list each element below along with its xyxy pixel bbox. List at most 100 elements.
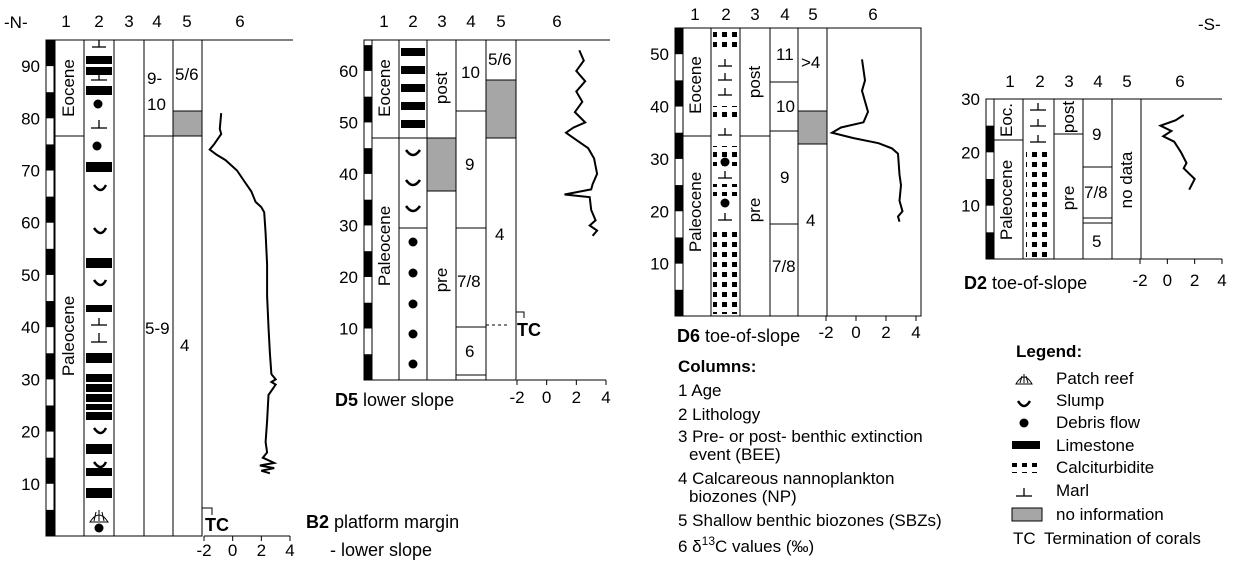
b2-d13c-axis: -2 0 2 4 <box>196 535 295 560</box>
south-label: -S- <box>1198 15 1221 34</box>
b2-scale-block <box>46 196 54 223</box>
d6-depth-tick-50: 50 <box>650 45 669 64</box>
d5-bee-pre: pre <box>432 268 451 293</box>
patch-reef-icon <box>1015 374 1033 385</box>
d5-np-7-8: 7/8 <box>457 272 481 291</box>
b2-scale-block <box>46 405 54 432</box>
columns-key-item-5: 5 Shallow benthic biozones (SBZs) <box>678 511 942 530</box>
d2-age-eoc: Eoc. <box>997 103 1016 137</box>
d2-depth-scale-blocks <box>986 125 994 259</box>
b2-depth-scale-blocks <box>46 40 54 536</box>
columns-key-item-4: 4 Calcareous nannoplankton <box>678 469 894 488</box>
d2-bee-post: post <box>1059 101 1078 133</box>
b2-age-paleocene: Paleocene <box>59 296 78 376</box>
svg-text:4: 4 <box>152 12 161 31</box>
d5-age-paleocene: Paleocene <box>375 206 394 286</box>
svg-text:1: 1 <box>690 5 699 24</box>
d2-x-tick-label-4: 4 <box>1217 271 1226 290</box>
columns-key-item-4-cont: biozones (NP) <box>689 487 797 506</box>
columns-key-item-3: 3 Pre- or post- benthic extinction <box>678 427 923 446</box>
d6-np-9: 9 <box>780 168 789 187</box>
d2-column-numbers: 1 2 3 4 5 6 <box>1005 72 1184 91</box>
debris-flow-icon <box>1019 418 1029 428</box>
b2-lithology-column <box>86 40 112 533</box>
b2-depth-tick-40: 40 <box>21 318 40 337</box>
d2-x-tick-label-2: 2 <box>1190 271 1199 290</box>
svg-text:3: 3 <box>1064 72 1073 91</box>
d6-x-tick-label-2: 2 <box>881 323 890 342</box>
b2-depth-tick-60: 60 <box>21 214 40 233</box>
d5-np-6: 6 <box>465 342 474 361</box>
d5-d13c-axis: -2 0 2 4 <box>509 379 611 407</box>
d5-depth-tick-30: 30 <box>339 216 358 235</box>
d6-scale-block <box>675 237 683 264</box>
b2-scale-block <box>46 301 54 328</box>
d6-x-tick-label-4: 4 <box>911 323 920 342</box>
columns-key: Columns: 1 Age 2 Lithology 3 Pre- or pos… <box>678 357 942 556</box>
d6-bee-post: post <box>745 66 764 98</box>
svg-text:4: 4 <box>466 12 475 31</box>
svg-text:3: 3 <box>437 12 446 31</box>
svg-text:2: 2 <box>408 12 417 31</box>
d6-np-11: 11 <box>776 45 794 64</box>
columns-key-title: Columns: <box>678 357 756 376</box>
d6-np-7-8: 7/8 <box>772 257 796 276</box>
svg-text:5: 5 <box>1122 72 1131 91</box>
b2-scale-block <box>46 248 54 275</box>
d2-age-paleocene: Paleocene <box>997 160 1016 240</box>
b2-column-numbers: 1 2 3 4 5 6 <box>61 12 244 31</box>
marl-icon <box>1016 488 1032 497</box>
b2-no-information-block <box>172 110 203 137</box>
b2-x-tick-label--2: -2 <box>196 541 211 560</box>
d6-lithology-column <box>713 30 738 314</box>
d5-np-9: 9 <box>465 155 474 174</box>
d5-x-tick-label-2: 2 <box>572 388 581 407</box>
legend-limestone: Limestone <box>1056 436 1134 455</box>
d5-x-tick-label--2: -2 <box>509 388 524 407</box>
no-information-icon <box>1011 507 1043 522</box>
d2-np-7-8: 7/8 <box>1084 183 1108 202</box>
d5-depth-tick-20: 20 <box>339 268 358 287</box>
b2-np-label-a: 9- <box>147 69 162 88</box>
d6-depth-scale-bar <box>674 27 684 317</box>
d6-scale-block <box>675 80 683 107</box>
svg-text:5: 5 <box>808 5 817 24</box>
d2-np-9: 9 <box>1092 125 1101 144</box>
b2-depth-tick-90: 90 <box>21 57 40 76</box>
b2-depth-tick-20: 20 <box>21 423 40 442</box>
d2-x-tick-label-0: 0 <box>1163 271 1172 290</box>
d6-setting: D6 toe-of-slope <box>677 326 800 346</box>
b2-depth-tick-50: 50 <box>21 266 40 285</box>
d2-scale-block <box>986 179 994 206</box>
d2-np-5: 5 <box>1092 232 1101 251</box>
d2-setting: D2 toe-of-slope <box>964 273 1087 293</box>
d5-bee-post: post <box>432 72 451 104</box>
legend-calciturbidite: Calciturbidite <box>1056 458 1154 477</box>
svg-text:2: 2 <box>721 5 730 24</box>
legend-patch-reef: Patch reef <box>1056 369 1134 388</box>
d2-depth-tick-30: 30 <box>961 90 980 109</box>
d2-lithology-column <box>1026 103 1052 257</box>
svg-text:6: 6 <box>552 12 561 31</box>
svg-text:3: 3 <box>124 12 133 31</box>
d5-lithology-column <box>401 48 425 369</box>
b2-x-tick-label-4: 4 <box>285 541 294 560</box>
d6-d13c-axis: -2 0 2 4 <box>818 315 921 342</box>
d6-d13c-curve <box>829 59 904 222</box>
d5-np-10: 10 <box>461 63 480 82</box>
d6-x-tick-label--2: -2 <box>818 323 833 342</box>
svg-text:4: 4 <box>1093 72 1102 91</box>
b2-tc-marker: TC <box>205 515 229 535</box>
d2-bee-pre: pre <box>1059 186 1078 211</box>
d5-depth-tick-40: 40 <box>339 165 358 184</box>
d2-d13c-curve <box>1157 114 1196 191</box>
d6-depth-scale-blocks <box>675 28 683 316</box>
d6-np-10: 10 <box>776 97 795 116</box>
b2-scale-block <box>46 144 54 171</box>
svg-text:2: 2 <box>94 12 103 31</box>
limestone-icon <box>1012 441 1040 449</box>
svg-text:5: 5 <box>496 12 505 31</box>
